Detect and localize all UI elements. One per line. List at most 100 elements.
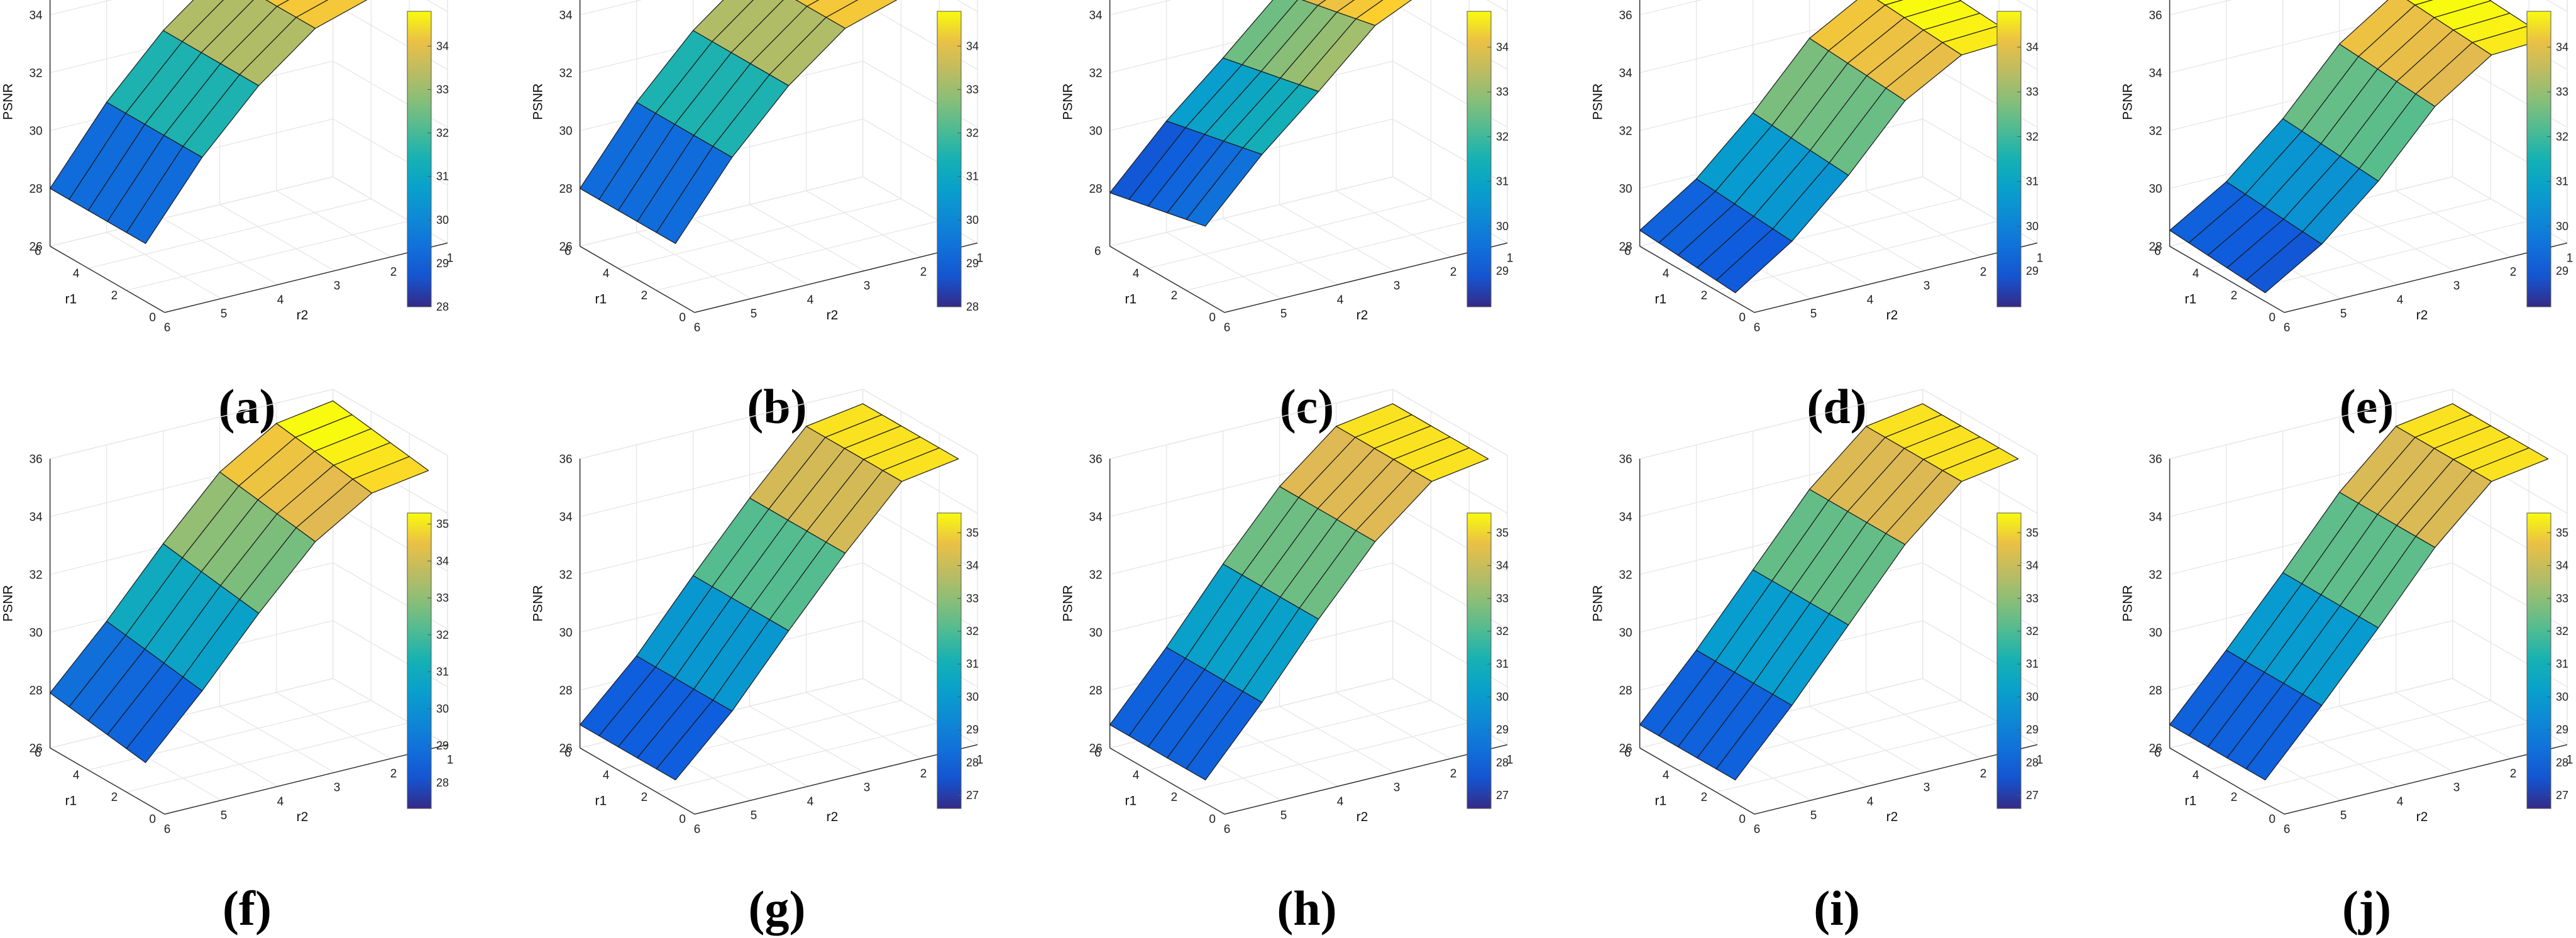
z-tick-label: 34 xyxy=(1089,511,1103,524)
colorbar-tick-label: 33 xyxy=(436,83,449,96)
z-tick-label: 28 xyxy=(1089,685,1102,698)
panel-label: (f) xyxy=(223,881,272,935)
panel-g: 2628303234360246123456PSNRr1r22728293031… xyxy=(531,389,983,935)
z-tick-label: 26 xyxy=(1619,742,1632,756)
r1-axis-label: r1 xyxy=(1654,793,1666,808)
z-tick-label: 28 xyxy=(29,685,42,698)
r2-tick-label: 3 xyxy=(2453,280,2460,293)
grid-line xyxy=(50,176,333,247)
grid-line xyxy=(749,705,865,773)
z-tick-label: 30 xyxy=(559,627,572,640)
r2-tick-label: 3 xyxy=(864,280,871,293)
panel-label: (b) xyxy=(747,379,806,434)
axes xyxy=(1109,458,1508,815)
r1-axis-label: r1 xyxy=(1125,793,1137,808)
grid-line xyxy=(580,176,863,247)
z-axis-label: PSNR xyxy=(1,84,16,120)
grid-line xyxy=(1109,389,1393,460)
axes xyxy=(2169,458,2568,815)
panel-a: 2628303234360246123456PSNRr1r22829303132… xyxy=(1,0,453,434)
r1-tick-label: 4 xyxy=(1663,769,1670,782)
grid-line xyxy=(2452,389,2568,456)
colorbar-tick-label: 29 xyxy=(2556,265,2568,277)
r1-axis-label: r1 xyxy=(2184,793,2196,808)
r2-tick-label: 1 xyxy=(2567,252,2573,265)
r1-tick-label: 0 xyxy=(1209,311,1216,324)
r2-axis-label: r2 xyxy=(1886,308,1898,323)
r1-tick-label: 6 xyxy=(564,747,571,760)
grid-line xyxy=(1148,198,1431,269)
r1-tick-label: 6 xyxy=(564,245,571,258)
r2-tick-label: 6 xyxy=(1224,321,1231,334)
panel-e: 28303234360246123456PSNRr1r2293031323334… xyxy=(2121,0,2573,434)
grid-line xyxy=(2396,190,2511,258)
r1-tick-label: 4 xyxy=(2193,769,2199,782)
r2-axis-label: r2 xyxy=(2416,308,2428,323)
r2-tick-label: 6 xyxy=(2284,823,2291,836)
r1-tick-label: 4 xyxy=(603,769,610,782)
r2-tick-label: 2 xyxy=(1450,266,1457,279)
r2-tick-label: 2 xyxy=(920,266,927,279)
z-tick-label: 36 xyxy=(1089,453,1102,466)
panel-label: (h) xyxy=(1277,881,1336,935)
grid-line xyxy=(1809,204,1925,272)
axes xyxy=(579,0,978,313)
r1-axis-label: r1 xyxy=(1125,292,1137,306)
colorbar-tick-label: 30 xyxy=(2556,690,2568,703)
z-tick-label: 32 xyxy=(559,67,572,80)
r1-axis-label: r1 xyxy=(1654,292,1666,306)
colorbar-tick-label: 32 xyxy=(1496,625,1509,637)
grid-line xyxy=(2546,0,2568,13)
r2-tick-label: 3 xyxy=(334,280,341,293)
surface-patch xyxy=(795,0,820,7)
colorbar-tick-label: 30 xyxy=(2026,220,2039,233)
grid-line xyxy=(1223,719,1338,787)
r1-tick-label: 6 xyxy=(35,747,41,760)
colorbar-tick-label: 28 xyxy=(966,756,979,769)
r1-tick-label: 2 xyxy=(111,289,118,302)
z-axis-label: PSNR xyxy=(1591,84,1605,120)
colorbar-bar xyxy=(407,512,432,809)
colorbar-tick-label: 29 xyxy=(1496,265,1509,277)
colorbar-tick-label: 35 xyxy=(2026,526,2039,539)
colorbar: 29 30 31 32 33 34 xyxy=(1467,11,1509,307)
panel-i: 2628303234360246123456PSNRr1r22728293031… xyxy=(1591,389,2043,935)
surface xyxy=(1639,403,2019,781)
grid-line xyxy=(219,705,335,773)
r2-axis-label: r2 xyxy=(1357,810,1368,824)
grid-line xyxy=(1166,232,1282,299)
r2-tick-label: 2 xyxy=(1980,768,1987,781)
z-tick-label: 34 xyxy=(1619,67,1632,80)
colorbar-tick-label: 29 xyxy=(966,257,979,270)
r1-axis-label: r1 xyxy=(65,793,77,808)
r1-tick-label: 2 xyxy=(2231,791,2238,804)
z-tick-label: 34 xyxy=(29,9,43,23)
grid-line xyxy=(1336,692,1451,759)
r2-tick-label: 5 xyxy=(751,307,757,321)
colorbar-tick-label: 31 xyxy=(1496,175,1509,188)
colorbar-tick-label: 30 xyxy=(966,214,979,226)
r2-tick-label: 3 xyxy=(334,781,341,795)
r1-tick-label: 0 xyxy=(679,311,686,324)
r2-tick-label: 4 xyxy=(2397,294,2404,307)
panel-h: 2628303234360246123456PSNRr1r22728293031… xyxy=(1061,389,1513,935)
r1-tick-label: 2 xyxy=(641,289,648,302)
r2-tick-label: 4 xyxy=(277,294,284,307)
colorbar-tick-label: 32 xyxy=(2026,625,2039,637)
z-tick-label: 28 xyxy=(1619,685,1632,698)
r2-tick-label: 4 xyxy=(2397,795,2404,808)
grid-line xyxy=(2169,389,2453,460)
r2-tick-label: 5 xyxy=(1810,307,1817,321)
r1-tick-label: 0 xyxy=(2269,311,2276,324)
r2-tick-label: 6 xyxy=(2284,321,2291,334)
panel-d: 28303234360246123456PSNRr1r2293031323334… xyxy=(1591,0,2043,434)
r1-axis-line xyxy=(1639,246,1755,313)
r2-tick-label: 3 xyxy=(1394,781,1401,795)
r2-axis-line xyxy=(164,242,448,313)
panel-label: (c) xyxy=(1280,379,1335,434)
r1-tick-label: 4 xyxy=(1663,267,1670,280)
z-axis-label: PSNR xyxy=(1061,585,1076,622)
r1-axis-label: r1 xyxy=(595,292,607,306)
z-tick-label: 34 xyxy=(1089,9,1103,23)
surface xyxy=(1639,0,2019,294)
